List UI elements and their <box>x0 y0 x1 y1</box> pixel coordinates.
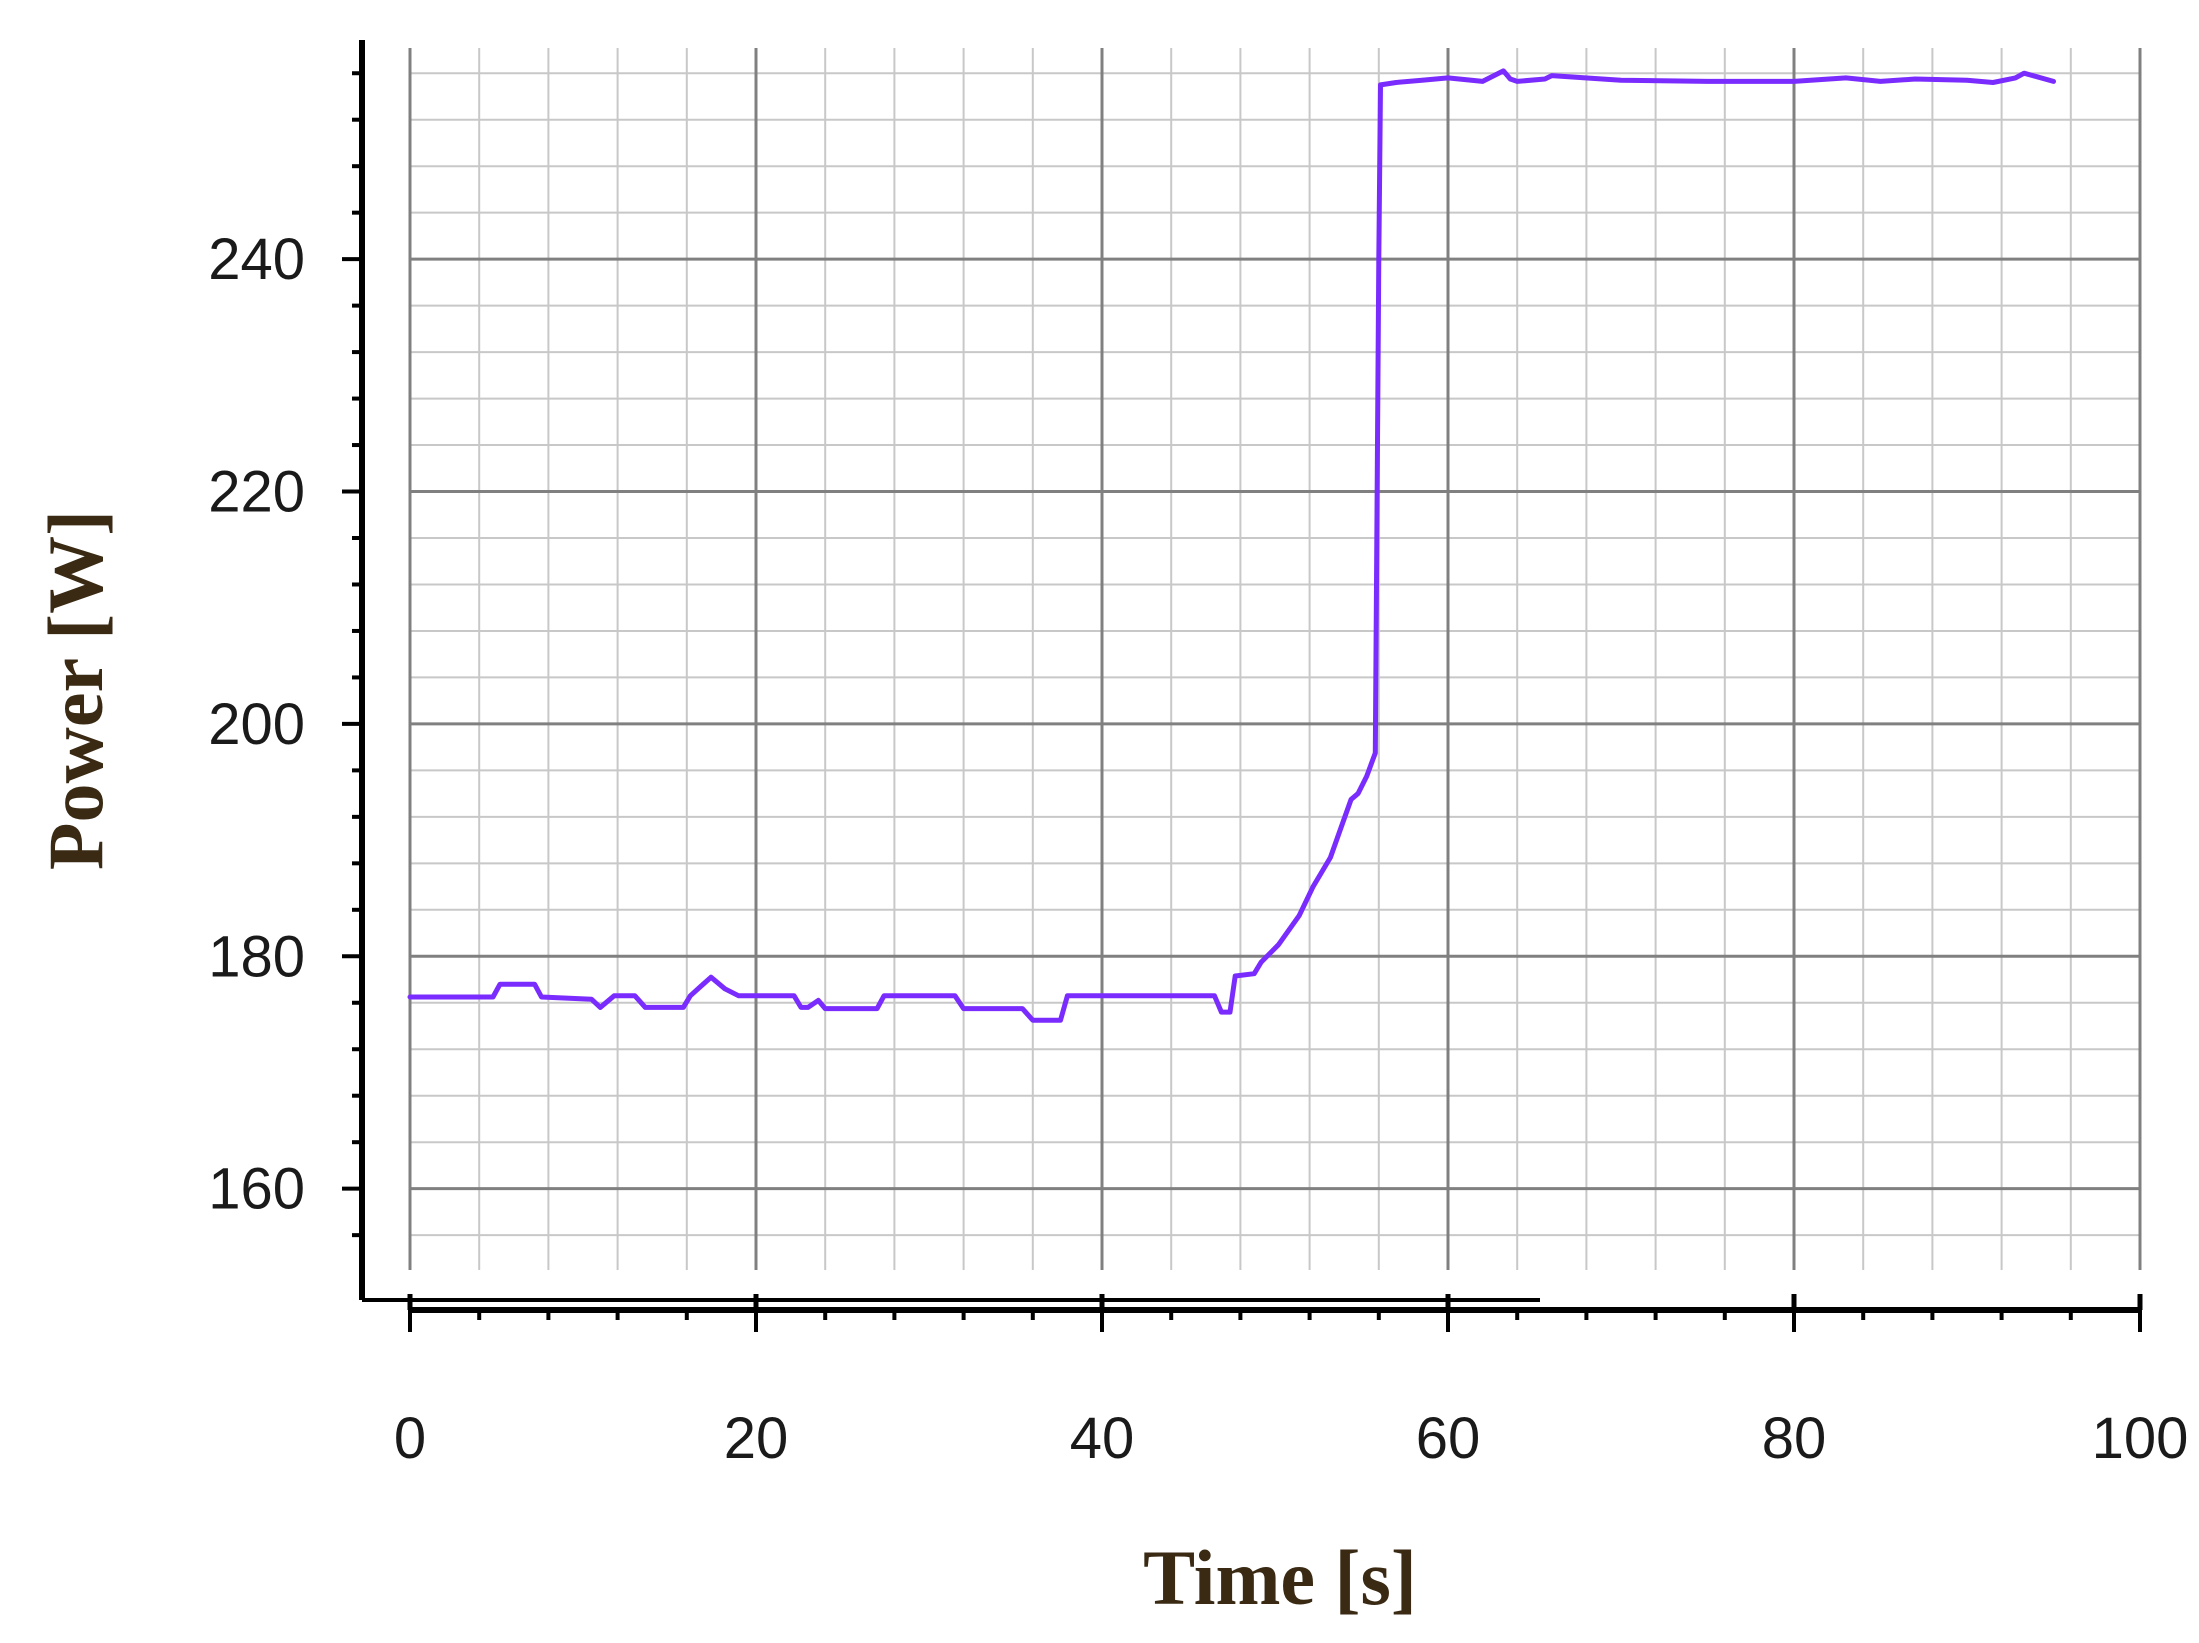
major-gridlines <box>408 48 2142 1270</box>
minor-gridlines <box>410 48 2140 1270</box>
y-tick-label: 240 <box>208 227 305 292</box>
power-series-line <box>407 68 2056 1023</box>
axes <box>342 40 2143 1332</box>
data-series <box>407 68 2056 1023</box>
x-tick-label: 40 <box>1070 1406 1135 1471</box>
y-tick-label: 160 <box>208 1157 305 1222</box>
y-tick-label: 220 <box>208 460 305 525</box>
y-axis-tick-labels: 160 180 200 220 240 <box>208 227 305 1222</box>
y-tick-label: 180 <box>208 924 305 989</box>
x-tick-label: 60 <box>1416 1406 1481 1471</box>
y-tick-label: 200 <box>208 692 305 757</box>
y-axis-title: Power [W] <box>32 510 119 870</box>
x-axis-tick-labels: 0 20 40 60 80 100 <box>394 1406 2189 1471</box>
x-tick-label: 0 <box>394 1406 426 1471</box>
x-tick-label: 80 <box>1762 1406 1827 1471</box>
x-tick-label: 100 <box>2092 1406 2189 1471</box>
x-tick-label: 20 <box>724 1406 789 1471</box>
x-axis-title: Time [s] <box>1143 1534 1417 1621</box>
